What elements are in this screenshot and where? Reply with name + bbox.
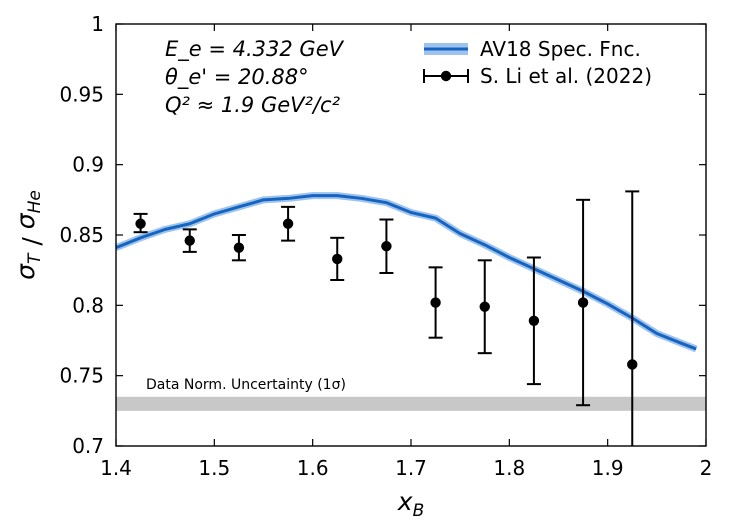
y-tick-label: 0.7 bbox=[72, 434, 104, 458]
y-tick-label: 1 bbox=[91, 12, 104, 36]
y-tick-label: 0.85 bbox=[59, 223, 104, 247]
y-tick-label: 0.8 bbox=[72, 293, 104, 317]
data-point bbox=[528, 315, 540, 327]
data-point bbox=[282, 218, 294, 229]
data-point bbox=[577, 297, 589, 308]
x-tick-label: 1.6 bbox=[297, 456, 329, 480]
legend-data-label: S. Li et al. (2022) bbox=[480, 64, 652, 88]
x-axis-label: xB bbox=[397, 487, 424, 521]
data-point bbox=[233, 242, 245, 253]
data-point bbox=[479, 301, 490, 312]
x-tick-label: 1.5 bbox=[198, 456, 230, 480]
y-tick-label: 0.75 bbox=[59, 364, 104, 388]
y-tick-label: 0.95 bbox=[59, 82, 104, 106]
data-points bbox=[133, 190, 640, 446]
axis-ticks: 1.4 1.5 1.6 1.7 1.8 1.9 2 0.7 0.75 0.8 0.85 0.9 0.95… bbox=[59, 12, 712, 480]
data-point bbox=[184, 235, 195, 246]
data-point bbox=[627, 359, 638, 370]
legend-data-marker bbox=[440, 70, 452, 82]
data-point bbox=[381, 241, 392, 252]
x-tick-label: 2 bbox=[700, 456, 713, 480]
x-tick-label: 1.8 bbox=[493, 456, 525, 480]
legend-model-label: AV18 Spec. Fnc. bbox=[480, 37, 641, 61]
legend: AV18 Spec. Fnc. S. Li et al. (2022) bbox=[423, 37, 652, 88]
angle-annotation: θ_e' = 20.88° bbox=[165, 65, 309, 90]
y-axis-label: σT / σHe bbox=[11, 190, 46, 280]
norm-uncertainty-band bbox=[116, 396, 706, 411]
model-line bbox=[115, 194, 697, 351]
x-tick-label: 1.4 bbox=[100, 456, 132, 480]
x-tick-label: 1.9 bbox=[592, 456, 624, 480]
x-tick-label: 1.7 bbox=[395, 456, 427, 480]
norm-band-label: Data Norm. Uncertainty (1σ) bbox=[146, 377, 346, 393]
q2-annotation: Q² ≈ 1.9 GeV²/c² bbox=[165, 93, 341, 117]
data-point bbox=[332, 253, 343, 265]
data-point bbox=[430, 297, 441, 308]
y-tick-label: 0.9 bbox=[72, 153, 104, 177]
beam-energy-annotation: E_e = 4.332 GeV bbox=[165, 37, 345, 62]
data-point bbox=[135, 218, 146, 229]
